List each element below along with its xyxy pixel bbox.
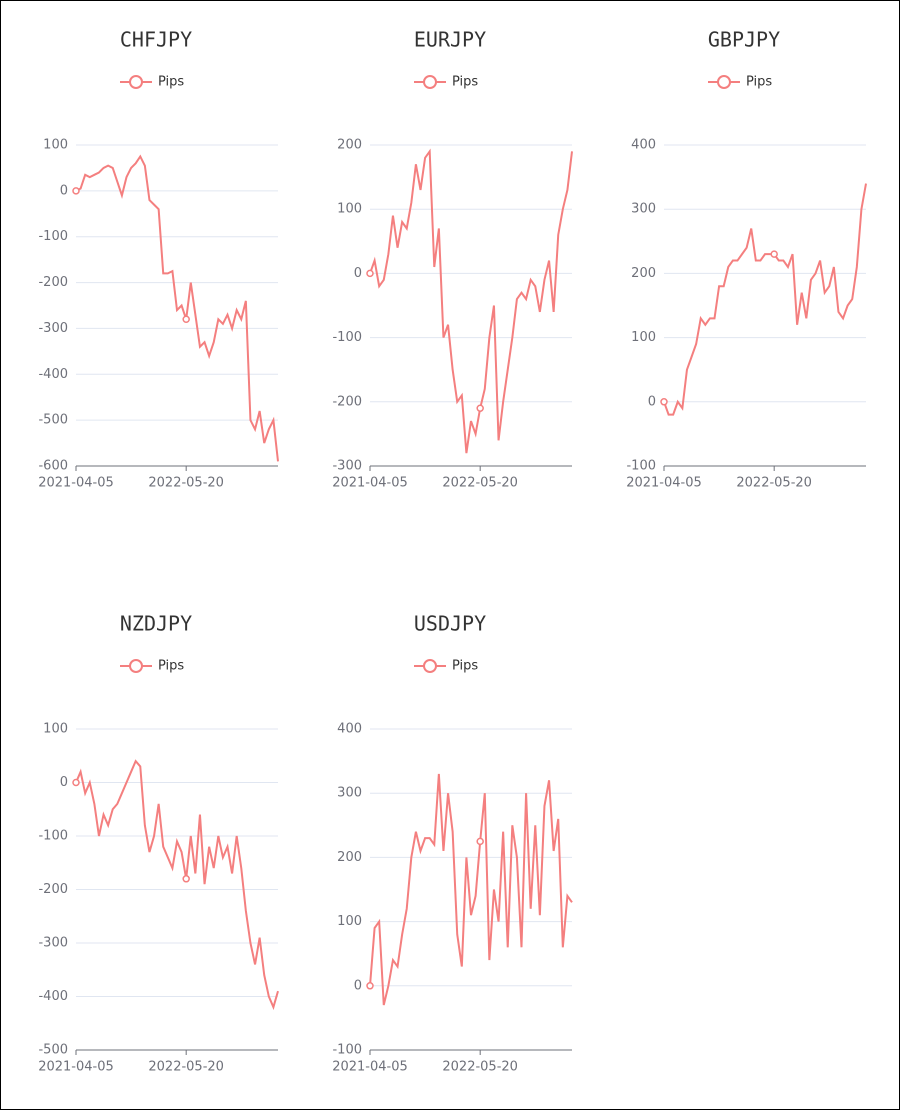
x-tick-label: 2021-04-05: [626, 476, 702, 491]
data-point: [182, 875, 190, 883]
y-tick-label: 400: [631, 138, 656, 153]
data-point: [366, 269, 374, 278]
data-point: [366, 982, 374, 990]
data-point: [182, 315, 190, 324]
chart-title: USDJPY: [414, 612, 486, 636]
x-tick-label: 2022-05-20: [736, 476, 812, 491]
chart-title: NZDJPY: [120, 612, 192, 636]
legend-symbol: [423, 75, 437, 89]
y-tick-label: -400: [38, 367, 68, 382]
y-tick-label: -200: [38, 275, 68, 290]
legend-label: Pips: [452, 659, 478, 674]
y-tick-label: 0: [648, 394, 656, 409]
y-tick-label: 100: [43, 138, 68, 153]
legend-label: Pips: [158, 75, 184, 90]
y-tick-label: 100: [631, 330, 656, 345]
data-line: [369, 773, 573, 1006]
y-tick-label: 0: [60, 775, 68, 790]
y-tick-label: -100: [38, 229, 68, 244]
y-tick-label: 200: [631, 266, 656, 281]
x-tick-label: 2021-04-05: [332, 1060, 408, 1075]
y-tick-label: -300: [332, 459, 362, 474]
y-tick-label: -500: [38, 413, 68, 428]
y-tick-label: 0: [60, 183, 68, 198]
y-tick-label: -300: [38, 936, 68, 951]
y-tick-label: -400: [38, 989, 68, 1004]
y-tick-label: -500: [38, 1043, 68, 1058]
y-tick-label: 100: [337, 202, 362, 217]
chart-title: EURJPY: [414, 28, 486, 52]
data-point: [476, 404, 484, 412]
x-tick-label: 2022-05-20: [442, 1060, 518, 1075]
y-tick-label: 200: [337, 138, 362, 153]
y-tick-label: 100: [43, 722, 68, 737]
x-tick-label: 2021-04-05: [332, 476, 408, 491]
y-tick-label: 0: [354, 266, 362, 281]
data-line: [75, 759, 279, 1011]
x-tick-label: 2021-04-05: [38, 476, 114, 491]
y-tick-label: -200: [332, 394, 362, 409]
legend-symbol: [423, 659, 437, 673]
x-tick-label: 2021-04-05: [38, 1060, 114, 1075]
data-point: [770, 250, 778, 258]
y-tick-label: -300: [38, 321, 68, 336]
y-tick-label: -100: [332, 330, 362, 345]
x-tick-label: 2022-05-20: [442, 476, 518, 491]
legend-symbol: [717, 75, 731, 89]
y-tick-label: -200: [38, 882, 68, 897]
y-tick-label: 200: [337, 850, 362, 865]
legend-label: Pips: [158, 659, 184, 674]
y-tick-label: -600: [38, 459, 68, 474]
y-tick-label: -100: [38, 829, 68, 844]
data-point: [72, 778, 80, 787]
data-point: [72, 187, 80, 195]
chart-title: GBPJPY: [708, 28, 780, 52]
y-tick-label: 100: [337, 914, 362, 929]
y-tick-label: 300: [631, 202, 656, 217]
y-tick-label: -100: [332, 1043, 362, 1058]
x-tick-label: 2022-05-20: [148, 1060, 224, 1075]
chart-title: CHFJPY: [120, 28, 192, 52]
y-tick-label: -100: [626, 459, 656, 474]
x-tick-label: 2022-05-20: [148, 476, 224, 491]
legend-symbol: [129, 75, 143, 89]
data-point: [476, 837, 484, 846]
legend-symbol: [129, 659, 143, 673]
legend-label: Pips: [452, 75, 478, 90]
data-line: [75, 154, 279, 462]
legend-label: Pips: [746, 75, 772, 90]
data-point: [660, 398, 668, 406]
y-tick-label: 300: [337, 786, 362, 801]
data-line: [369, 148, 573, 454]
data-line: [663, 183, 867, 416]
y-tick-label: 0: [354, 978, 362, 993]
y-tick-label: 400: [337, 722, 362, 737]
